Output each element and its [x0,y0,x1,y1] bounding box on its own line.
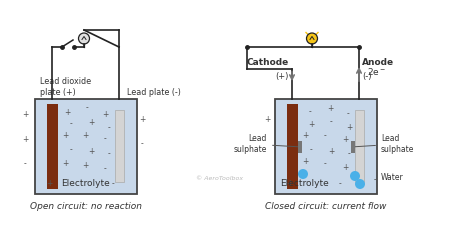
Text: +: + [82,131,88,141]
Text: +: + [302,131,308,141]
Text: -: - [70,120,73,129]
Text: +: + [286,179,292,189]
Text: +: + [264,114,270,124]
Text: -: - [111,179,114,189]
Circle shape [79,33,90,44]
Text: -: - [338,179,341,189]
Text: +: + [102,109,108,119]
Bar [351,141,355,153]
Text: Open circuit: no reaction: Open circuit: no reaction [30,202,142,211]
Text: +: + [22,109,28,119]
Text: +: + [22,135,28,143]
Text: Closed circuit: current flow: Closed circuit: current flow [265,202,387,211]
Text: (-): (-) [362,72,372,81]
Bar [47,104,58,189]
Text: +: + [82,162,88,170]
Text: +: + [64,108,70,116]
Text: Electrolyte: Electrolyte [281,179,329,189]
Text: -: - [86,103,88,113]
Text: +: + [342,135,348,143]
Text: -: - [347,150,350,158]
Bar [287,104,298,189]
Circle shape [307,33,318,44]
Text: -: - [324,159,327,168]
Text: +: + [308,120,314,129]
Text: Cathode: Cathode [247,58,289,67]
Text: +: + [346,124,352,132]
Text: -: - [346,109,349,119]
Text: +: + [88,147,94,157]
Text: Lead
sulphate: Lead sulphate [234,134,299,154]
Text: (+): (+) [275,72,289,81]
Text: +: + [139,114,145,124]
Bar [35,99,137,194]
Circle shape [355,179,365,189]
Bar [275,99,377,194]
Bar [115,110,124,182]
Text: -: - [329,118,332,126]
Text: -: - [108,124,110,132]
Text: -: - [324,131,327,141]
Text: +: + [328,147,334,157]
Circle shape [298,169,308,179]
Text: -: - [310,146,312,154]
Text: +: + [342,163,348,172]
Text: +: + [62,131,68,141]
Text: +: + [88,118,94,126]
Text: -: - [104,135,106,143]
Text: © AeroToolbox: © AeroToolbox [196,176,244,181]
Text: Anode: Anode [362,58,394,67]
Text: -: - [309,108,311,116]
Bar [298,141,302,153]
Text: Lead
sulphate: Lead sulphate [354,134,414,154]
Text: +: + [62,159,68,168]
Text: -: - [24,159,27,168]
Text: -: - [70,146,73,154]
Text: Water: Water [375,173,404,181]
Text: +: + [46,179,52,189]
Text: -: - [108,150,110,158]
Text: +: + [327,103,333,113]
Circle shape [350,171,360,181]
Text: 2e$^-$: 2e$^-$ [367,65,386,76]
Text: -: - [141,140,143,148]
Bar [355,110,364,182]
Text: Electrolyte: Electrolyte [62,179,110,189]
Text: -: - [104,164,106,174]
Text: +: + [302,158,308,167]
Text: Lead plate (-): Lead plate (-) [127,88,181,97]
Text: Lead dioxide
plate (+): Lead dioxide plate (+) [40,77,91,97]
